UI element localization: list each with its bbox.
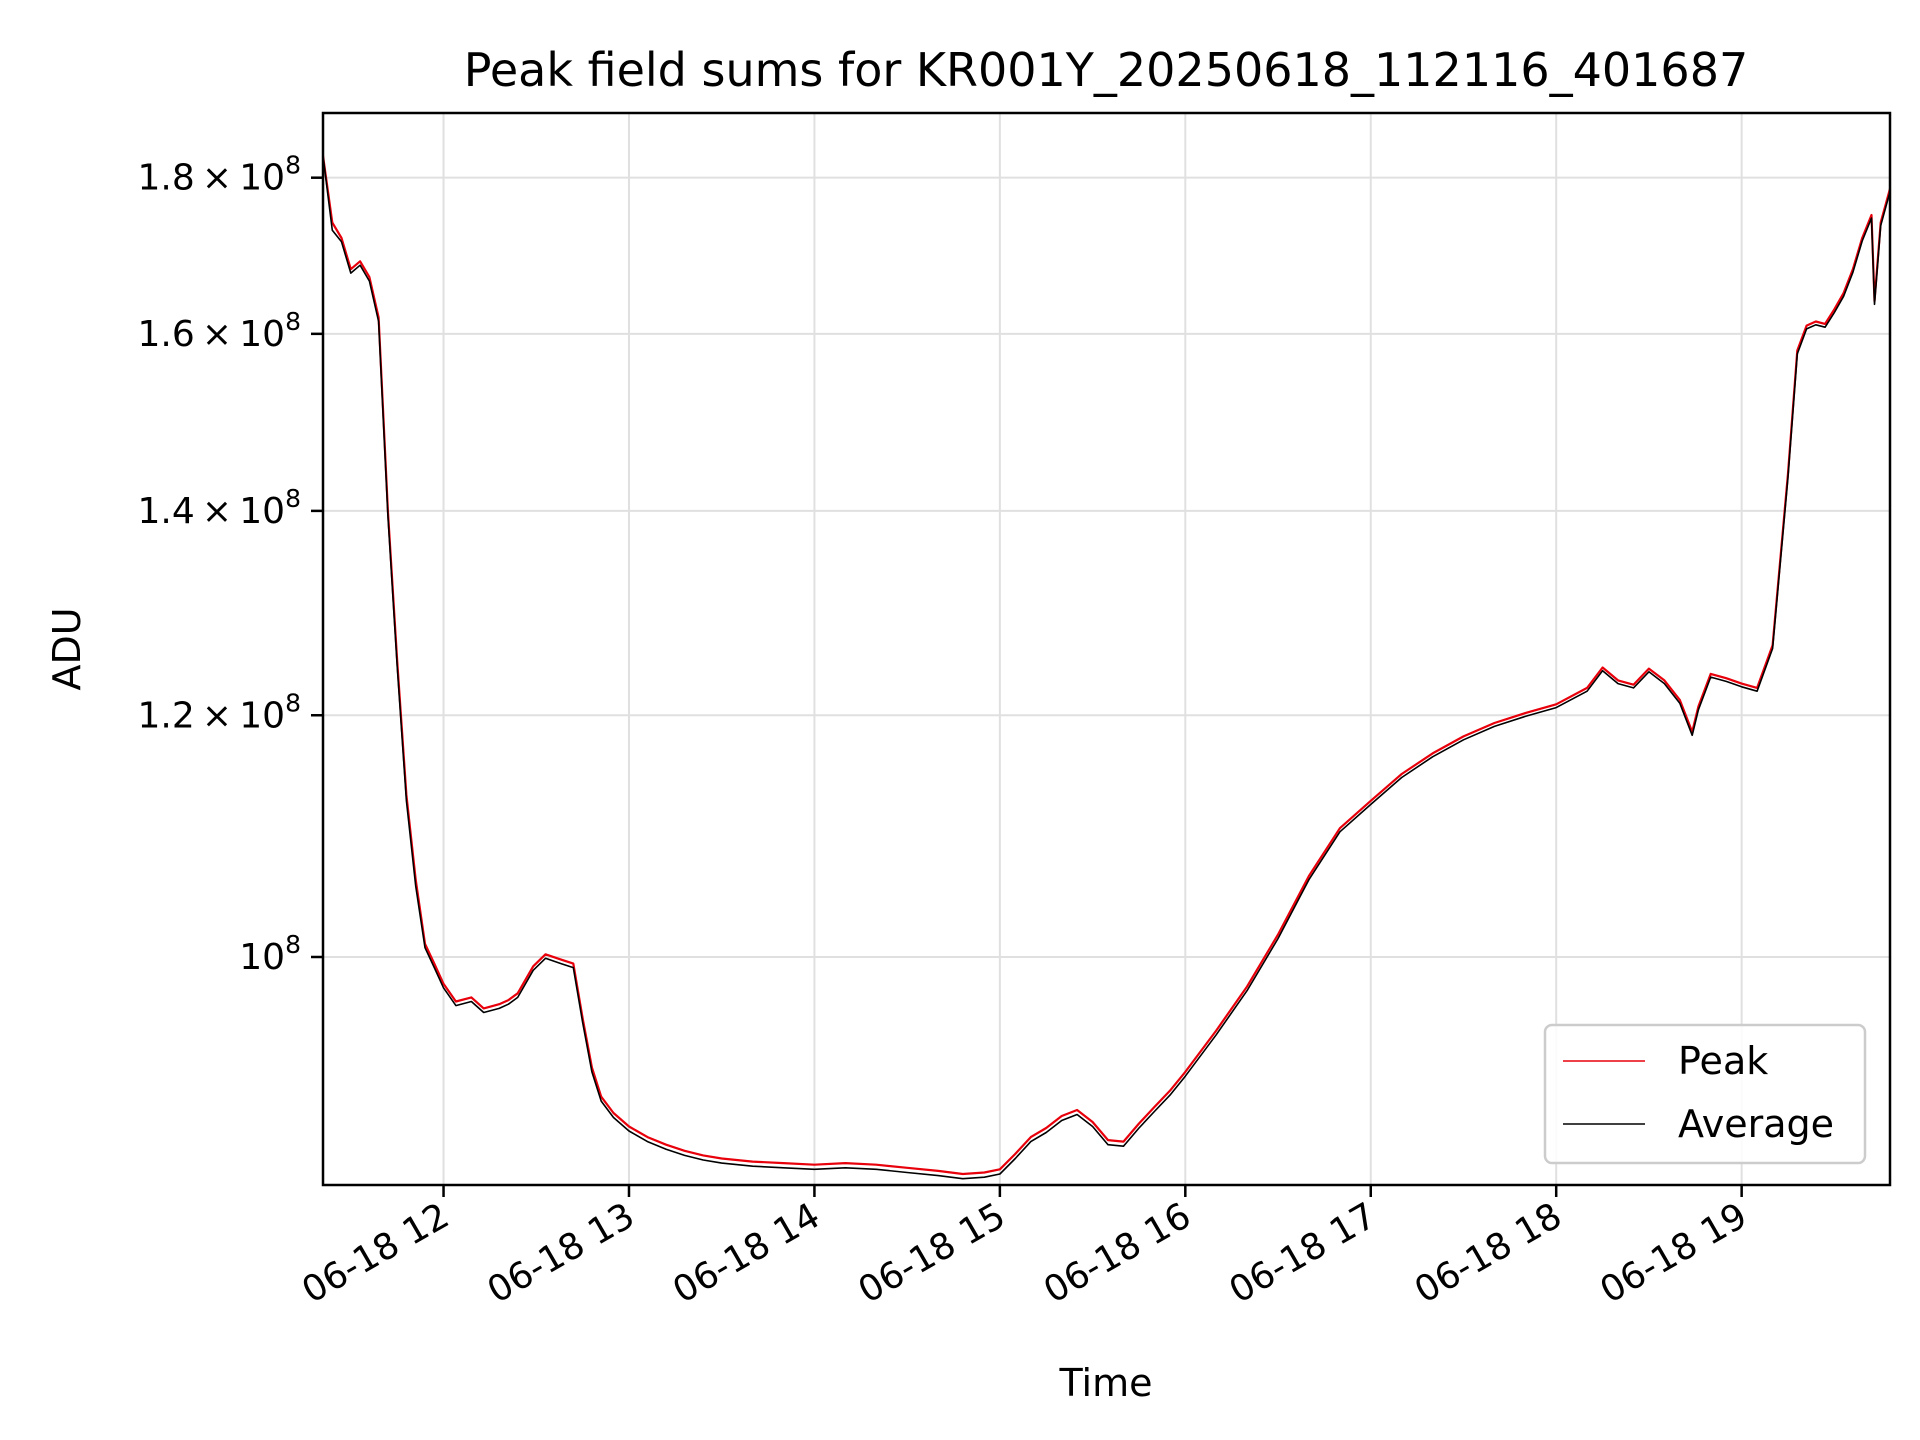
plot-frame [321, 111, 1892, 1187]
legend-average-label: Average [1678, 1102, 1834, 1146]
y-tick-label: 108 [239, 930, 301, 978]
chart-title: Peak field sums for KR001Y_20250618_1121… [464, 43, 1748, 97]
x-axis-label: Time [1059, 1361, 1153, 1405]
series-layer [321, 155, 1892, 1180]
y-tick-label: 1.6 × 108 [137, 307, 301, 355]
legend-box [1543, 1023, 1867, 1165]
y-tick-label: 1.8 × 108 [137, 151, 301, 199]
series-line-peak [321, 155, 1892, 1176]
legend-peak-label: Peak [1678, 1039, 1768, 1083]
y-tick-label: 1.2 × 108 [137, 688, 301, 736]
legend: Peak Average [1543, 1023, 1867, 1165]
series-line-average [322, 155, 1891, 1180]
grid [323, 113, 1890, 1185]
y-tick-label: 1.4 × 108 [137, 484, 301, 532]
y-axis-label: ADU [45, 607, 89, 690]
